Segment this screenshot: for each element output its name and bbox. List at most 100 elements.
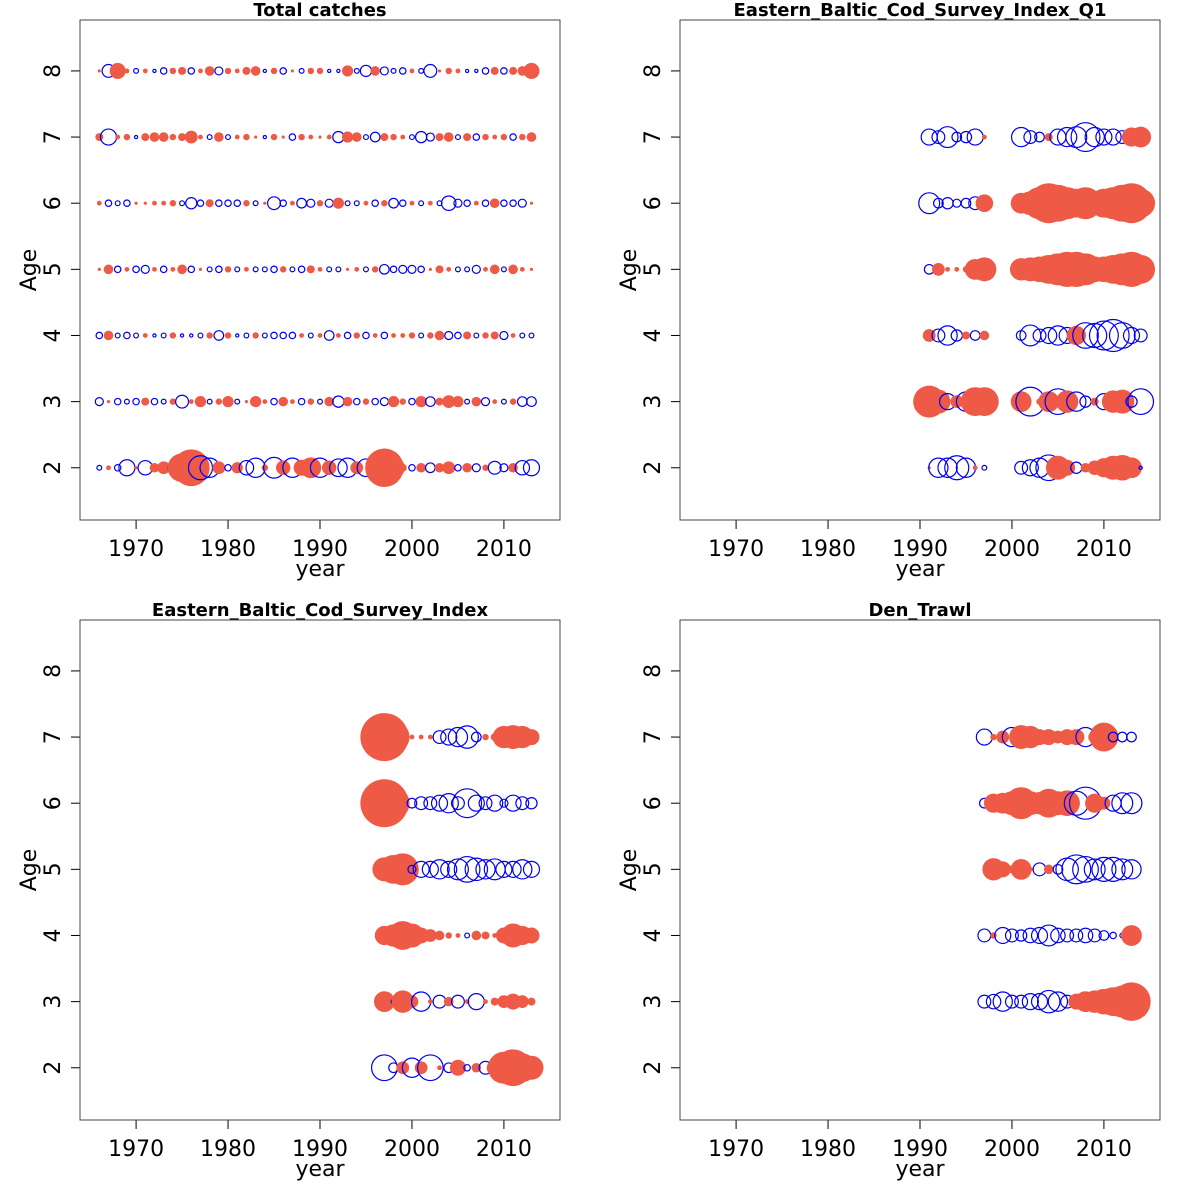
bubble xyxy=(454,331,462,340)
bubble xyxy=(250,396,262,408)
bubble xyxy=(262,399,268,405)
bubble xyxy=(413,927,430,944)
bubble xyxy=(979,330,990,341)
bubble xyxy=(1021,459,1039,477)
bubble xyxy=(481,931,490,940)
bubble xyxy=(224,266,232,273)
bubble xyxy=(443,996,454,1007)
bubble xyxy=(1014,994,1029,1009)
x-tick-label: 1990 xyxy=(892,537,948,562)
bubble xyxy=(270,331,278,340)
bubble xyxy=(1072,855,1099,883)
bubble xyxy=(522,459,541,477)
bubble xyxy=(482,464,489,471)
bubble xyxy=(418,734,424,740)
bubble xyxy=(96,464,103,471)
bubble xyxy=(1043,864,1054,875)
bubble xyxy=(432,730,447,745)
bubble xyxy=(408,332,416,339)
bubble xyxy=(400,333,406,338)
bubble xyxy=(373,991,395,1013)
bubble xyxy=(95,133,104,142)
bubble xyxy=(509,66,518,75)
bubble xyxy=(519,332,526,339)
bubble xyxy=(499,463,509,473)
x-tick-label: 2010 xyxy=(476,1137,532,1162)
bubble xyxy=(523,927,540,944)
y-tick-label: 7 xyxy=(641,730,666,744)
bubble xyxy=(1083,858,1106,881)
bubble xyxy=(140,264,150,274)
bubble xyxy=(299,333,305,338)
bubble xyxy=(1056,126,1078,148)
bubble xyxy=(455,68,461,74)
bubble xyxy=(481,67,490,75)
x-tick-label: 2010 xyxy=(1076,537,1132,562)
bubble xyxy=(342,396,353,407)
bubble xyxy=(97,267,101,271)
bubble xyxy=(252,332,259,339)
bubble xyxy=(399,398,406,405)
bubble xyxy=(1110,389,1135,414)
bubble xyxy=(215,398,223,405)
bubble xyxy=(443,132,454,142)
bubble xyxy=(317,266,323,272)
bubble xyxy=(932,197,944,209)
bubble xyxy=(483,999,488,1005)
bubble xyxy=(149,132,160,142)
bubble xyxy=(398,67,407,75)
bubble xyxy=(463,133,472,142)
bubble xyxy=(509,199,517,208)
bubble xyxy=(471,463,481,473)
bubble xyxy=(161,200,167,206)
bubble xyxy=(231,462,243,474)
bubble xyxy=(1036,989,1061,1014)
panel-title: Den_Trawl xyxy=(868,600,971,621)
bubble xyxy=(197,332,204,339)
bubble xyxy=(931,328,946,343)
bubble xyxy=(297,265,306,274)
bubble xyxy=(250,66,261,76)
bubble xyxy=(428,267,432,271)
y-tick-label: 8 xyxy=(41,664,66,678)
bubble xyxy=(149,462,160,473)
bubble xyxy=(96,200,102,206)
bubble xyxy=(447,726,469,748)
y-tick-label: 6 xyxy=(641,196,666,210)
bubble xyxy=(437,69,442,73)
bubble xyxy=(159,67,168,75)
bubble xyxy=(332,197,344,209)
bubble xyxy=(423,929,437,942)
bubble xyxy=(471,264,481,274)
bubble xyxy=(445,932,452,939)
bubble xyxy=(509,398,517,405)
bubble xyxy=(316,200,324,207)
bubble xyxy=(981,464,988,471)
bubble xyxy=(297,397,306,406)
bubble xyxy=(306,265,315,274)
bubble xyxy=(472,133,481,141)
bubble xyxy=(470,731,482,743)
bubble xyxy=(424,396,436,408)
bubble xyxy=(279,199,288,208)
bubble xyxy=(362,134,369,141)
bubble xyxy=(133,134,139,140)
bubble xyxy=(103,330,114,341)
bubble xyxy=(263,201,267,205)
bubble xyxy=(371,266,379,273)
bubble xyxy=(124,266,130,272)
bubble xyxy=(1121,925,1142,946)
bubble xyxy=(452,396,464,408)
bubble xyxy=(972,465,978,471)
bubble xyxy=(1109,931,1117,940)
bubble xyxy=(990,932,997,939)
x-tick-label: 1980 xyxy=(200,537,256,562)
bubble xyxy=(1021,993,1039,1011)
bubble xyxy=(113,397,122,406)
bubble xyxy=(1072,322,1099,349)
y-tick-label: 4 xyxy=(641,928,666,942)
bubble xyxy=(398,199,407,208)
bubble xyxy=(994,926,1012,945)
bubble xyxy=(157,461,171,475)
bubble xyxy=(243,332,250,339)
